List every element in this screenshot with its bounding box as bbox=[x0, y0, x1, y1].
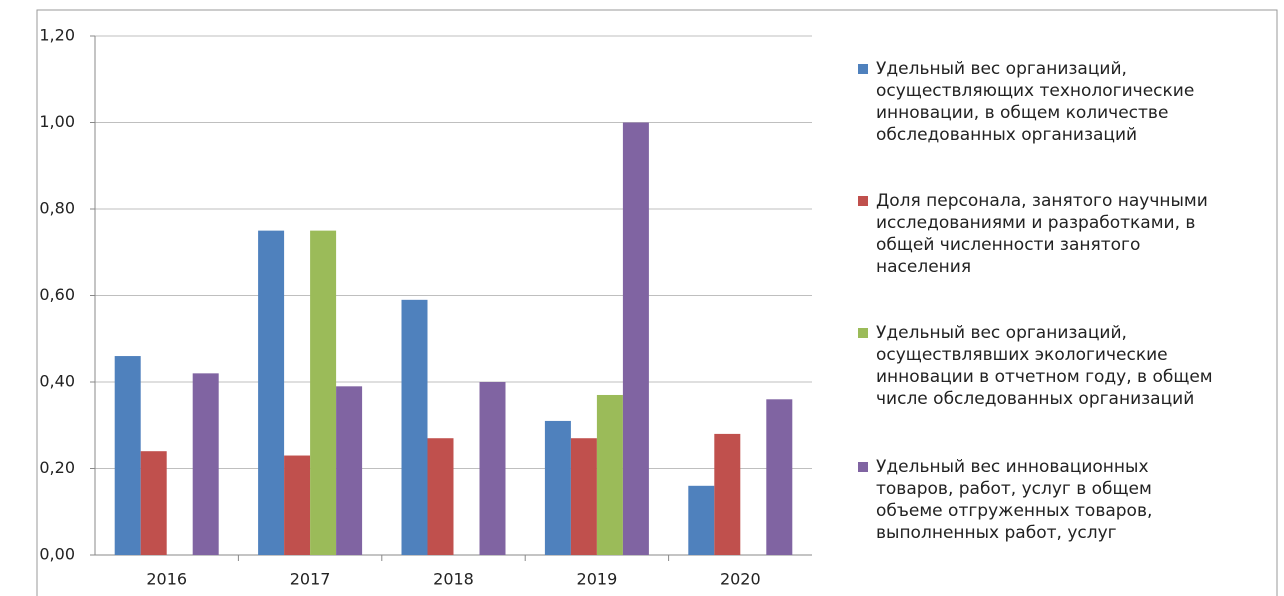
legend-swatch bbox=[858, 64, 868, 74]
x-tick-label: 2018 bbox=[433, 570, 474, 589]
bar bbox=[622, 122, 649, 555]
bar bbox=[479, 382, 506, 555]
chart-frame bbox=[36, 9, 1278, 596]
y-tick-label: 0,40 bbox=[39, 372, 75, 391]
bar bbox=[544, 420, 571, 555]
legend-swatch bbox=[858, 328, 868, 338]
legend-label: Удельный вес инновационных товаров, рабо… bbox=[876, 457, 1153, 543]
bar bbox=[427, 438, 454, 555]
y-tick-label: 0,20 bbox=[39, 458, 75, 477]
legend-swatch bbox=[858, 196, 868, 206]
legend-item: Удельный вес инновационных товаров, рабо… bbox=[858, 456, 1218, 544]
bar bbox=[336, 386, 363, 555]
legend-item: Доля персонала, занятого научными исслед… bbox=[858, 190, 1218, 278]
legend-label: Удельный вес организаций, осуществляющих… bbox=[876, 59, 1195, 145]
y-tick-label: 1,20 bbox=[39, 26, 75, 45]
bar bbox=[310, 230, 337, 555]
y-tick-label: 0,80 bbox=[39, 199, 75, 218]
y-tick-label: 0,60 bbox=[39, 285, 75, 304]
bar bbox=[596, 394, 623, 555]
bar bbox=[570, 438, 597, 555]
legend-label: Доля персонала, занятого научными исслед… bbox=[876, 191, 1208, 277]
bar bbox=[401, 299, 428, 555]
y-tick-label: 0,00 bbox=[39, 545, 75, 564]
x-tick-label: 2017 bbox=[290, 570, 331, 589]
bar bbox=[766, 399, 793, 555]
y-tick-label: 1,00 bbox=[39, 112, 75, 131]
bar bbox=[688, 485, 715, 555]
bar bbox=[714, 433, 741, 555]
legend-item: Удельный вес организаций, осуществлявших… bbox=[858, 322, 1218, 410]
x-tick-label: 2019 bbox=[577, 570, 618, 589]
bar bbox=[258, 230, 285, 555]
bar bbox=[284, 455, 311, 555]
bar bbox=[114, 356, 141, 555]
bar bbox=[140, 451, 167, 555]
legend-swatch bbox=[858, 462, 868, 472]
x-tick-label: 2020 bbox=[720, 570, 761, 589]
x-tick-label: 2016 bbox=[146, 570, 187, 589]
legend-label: Удельный вес организаций, осуществлявших… bbox=[876, 323, 1213, 409]
legend-item: Удельный вес организаций, осуществляющих… bbox=[858, 58, 1218, 146]
bar bbox=[192, 373, 219, 555]
